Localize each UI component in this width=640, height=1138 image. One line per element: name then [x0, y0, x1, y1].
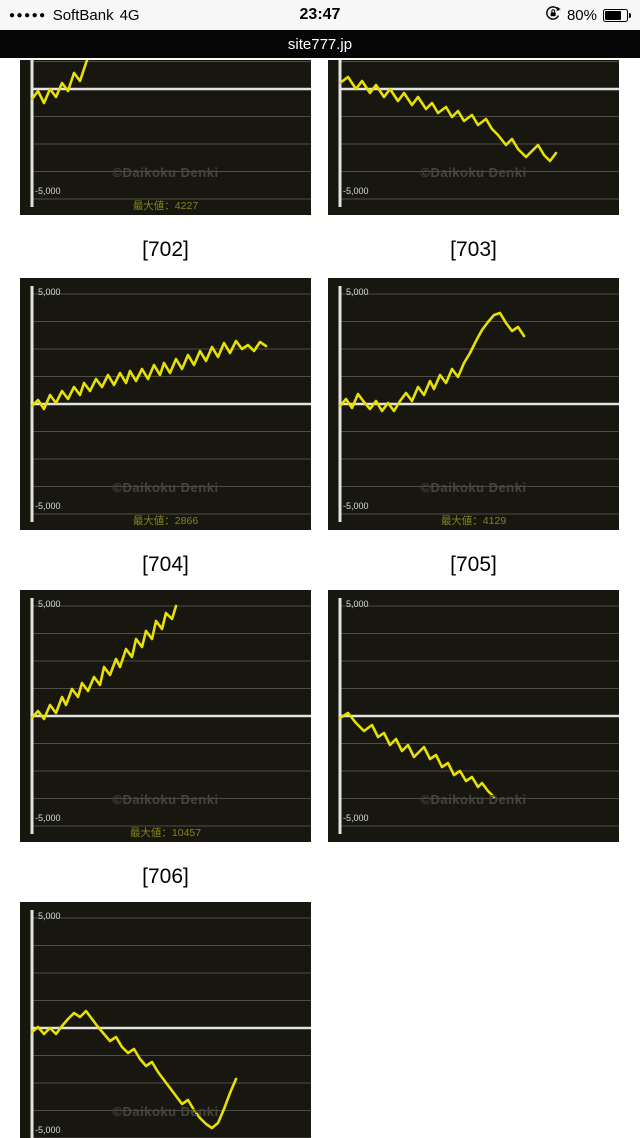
slot-graph-706: 5,000 -5,000 ©Daikoku Denki [20, 902, 311, 1138]
watermark-label: ©Daikoku Denki [112, 1104, 219, 1119]
graph-panel: 5,000 -5,000 ©Daikoku Denki 最大値：2866 [20, 278, 311, 530]
y-axis-min-label: -5,000 [343, 186, 369, 196]
battery-icon [603, 8, 631, 22]
y-axis-max-label: 5,000 [38, 911, 61, 921]
battery-level-fill [605, 10, 621, 20]
slot-graph-701: 5,000 -5,000 ©Daikoku Denki [328, 60, 619, 215]
slot-graph-702: 5,000 -5,000 ©Daikoku Denki 最大値：2866 [20, 278, 311, 530]
graph-panel: 5,000 -5,000 ©Daikoku Denki 最大値：10457 [20, 590, 311, 842]
graph-line [338, 711, 496, 799]
slot-graph-705: 5,000 -5,000 ©Daikoku Denki [328, 590, 619, 842]
max-value-label: 最大値：2866 [132, 515, 199, 527]
watermark-label: ©Daikoku Denki [420, 792, 527, 807]
y-axis-min-label: -5,000 [35, 813, 61, 823]
graph-line [30, 604, 178, 721]
graph-plot [30, 596, 311, 836]
battery-percent-label: 80% [566, 6, 597, 24]
network-type-label: 4G [119, 6, 140, 24]
watermark-label: ©Daikoku Denki [112, 165, 219, 180]
machine-number-702: [702] [142, 238, 189, 261]
graph-panel: 5,000 -5,000 ©Daikoku Denki 最大値：4227 [20, 60, 311, 215]
chart-row-2: 5,000 -5,000 ©Daikoku Denki 最大値：2866 5,0… [20, 278, 620, 530]
graph-plot [338, 60, 619, 209]
y-axis-max-label: 5,000 [346, 287, 369, 297]
url-bar[interactable]: site777.jp [0, 30, 640, 58]
watermark-label: ©Daikoku Denki [112, 792, 219, 807]
graph-line [338, 75, 558, 163]
graph-plot [338, 284, 619, 524]
graph-panel: 5,000 -5,000 ©Daikoku Denki [328, 60, 619, 215]
max-value-label: 最大値：4227 [132, 200, 199, 212]
clock-label: 23:47 [299, 6, 341, 23]
y-axis-max-label: 5,000 [38, 287, 61, 297]
graph-plot [338, 596, 619, 836]
graph-line [338, 311, 526, 413]
watermark-label: ©Daikoku Denki [420, 480, 527, 495]
y-axis-max-label: 5,000 [38, 599, 61, 609]
page-content: 5,000 -5,000 ©Daikoku Denki 最大値：4227 5,0… [0, 60, 640, 1138]
rotation-lock-icon [545, 5, 561, 25]
graph-plot [30, 60, 311, 209]
chart-row-3: 5,000 -5,000 ©Daikoku Denki 最大値：10457 5,… [20, 590, 620, 842]
carrier-label: SoftBank [52, 6, 114, 24]
chart-row-4: 5,000 -5,000 ©Daikoku Denki [20, 902, 620, 1138]
chart-row-1: 5,000 -5,000 ©Daikoku Denki 最大値：4227 5,0… [20, 60, 620, 215]
graph-panel: 5,000 -5,000 ©Daikoku Denki [20, 902, 311, 1138]
signal-strength-icon: ●●●●● [9, 9, 47, 21]
machine-number-706: [706] [142, 865, 189, 888]
y-axis-min-label: -5,000 [343, 813, 369, 823]
machine-number-704: [704] [142, 553, 189, 576]
graph-line [30, 1009, 238, 1130]
status-bar: ●●●●● SoftBank 4G 23:47 80% [0, 0, 640, 30]
graph-line [30, 60, 89, 105]
slot-graph-704: 5,000 -5,000 ©Daikoku Denki 最大値：10457 [20, 590, 311, 842]
slot-graph-703: 5,000 -5,000 ©Daikoku Denki 最大値：4129 [328, 278, 619, 530]
y-axis-min-label: -5,000 [35, 501, 61, 511]
y-axis-min-label: -5,000 [35, 186, 61, 196]
graph-panel: 5,000 -5,000 ©Daikoku Denki 最大値：4129 [328, 278, 619, 530]
graph-plot [30, 284, 311, 524]
url-domain-label[interactable]: site777.jp [287, 35, 353, 53]
watermark-label: ©Daikoku Denki [112, 480, 219, 495]
y-axis-max-label: 5,000 [346, 599, 369, 609]
status-bar-right: 80% [545, 5, 631, 25]
graph-panel: 5,000 -5,000 ©Daikoku Denki [328, 590, 619, 842]
slot-graph-700: 5,000 -5,000 ©Daikoku Denki 最大値：4227 [20, 60, 311, 215]
y-axis-min-label: -5,000 [343, 501, 369, 511]
machine-number-703: [703] [450, 238, 497, 261]
label-row-1: [702] [703] [20, 235, 620, 265]
label-row-2: [704] [705] [20, 550, 620, 580]
max-value-label: 最大値：10457 [129, 827, 202, 839]
graph-plot [30, 908, 311, 1138]
max-value-label: 最大値：4129 [440, 515, 507, 527]
graph-line [30, 339, 268, 411]
status-bar-left: ●●●●● SoftBank 4G [9, 7, 140, 24]
battery-nub [628, 12, 631, 18]
watermark-label: ©Daikoku Denki [420, 165, 527, 180]
y-axis-min-label: -5,000 [35, 1125, 61, 1135]
label-row-3: [706] [20, 862, 620, 892]
machine-number-705: [705] [450, 553, 497, 576]
